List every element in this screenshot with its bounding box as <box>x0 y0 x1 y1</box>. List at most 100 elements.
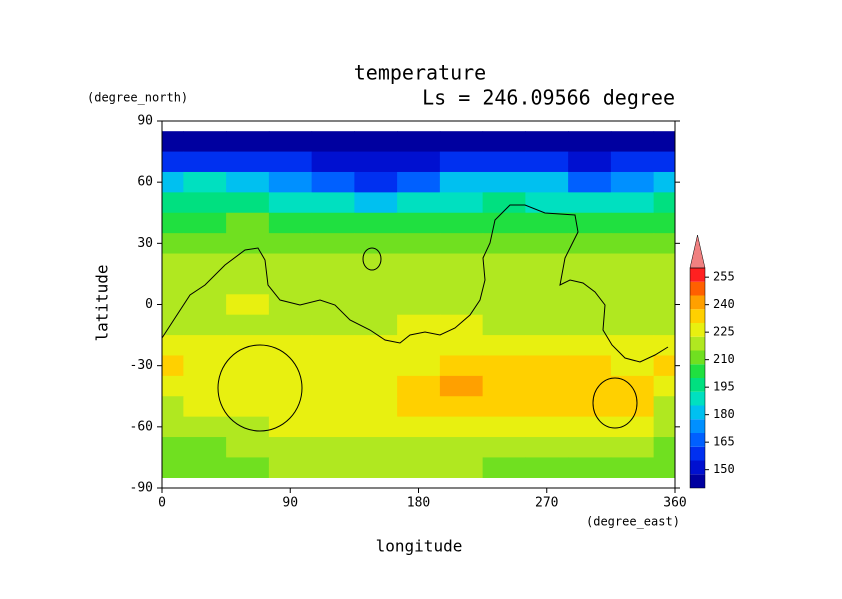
cell <box>439 437 484 458</box>
cell <box>268 375 313 397</box>
cell <box>568 233 612 255</box>
cell <box>525 171 569 193</box>
cell <box>439 151 484 173</box>
cell <box>525 396 569 418</box>
colorbar-tick-label: 180 <box>713 407 735 421</box>
cell <box>439 294 484 316</box>
cell <box>653 233 675 255</box>
cell <box>162 375 184 397</box>
cell <box>525 355 569 377</box>
cell <box>568 314 612 336</box>
cell <box>311 273 355 295</box>
cell <box>397 273 441 295</box>
cell <box>568 131 612 153</box>
cell <box>354 131 398 153</box>
cell <box>183 131 227 153</box>
cell <box>183 253 227 275</box>
cell <box>226 212 270 234</box>
cell <box>610 273 655 295</box>
cell <box>226 253 270 275</box>
cell <box>653 335 675 356</box>
cell <box>226 375 270 397</box>
cell <box>525 314 569 336</box>
cell <box>525 416 569 438</box>
cell <box>183 375 227 397</box>
cell <box>568 375 612 397</box>
y-tick-label: 60 <box>137 175 153 190</box>
cell <box>268 171 313 193</box>
cell <box>653 396 675 418</box>
cell <box>226 355 270 377</box>
cell <box>268 294 313 316</box>
cell <box>226 396 270 418</box>
cell <box>482 273 526 295</box>
cell <box>268 253 313 275</box>
cell <box>183 294 227 316</box>
cell <box>610 253 655 275</box>
cell <box>162 192 184 214</box>
cell <box>653 192 675 214</box>
cell <box>183 233 227 255</box>
cell <box>311 375 355 397</box>
cell <box>268 437 313 458</box>
cell <box>482 192 526 214</box>
cell <box>653 457 675 478</box>
cell <box>268 314 313 336</box>
colorbar-band <box>690 350 705 365</box>
cell <box>525 212 569 234</box>
cell <box>162 335 184 356</box>
cell <box>268 457 313 478</box>
cell <box>354 253 398 275</box>
cell <box>183 212 227 234</box>
cell <box>568 437 612 458</box>
cell <box>226 192 270 214</box>
cell <box>568 457 612 478</box>
cell <box>311 335 355 356</box>
cell <box>482 437 526 458</box>
cell <box>354 171 398 193</box>
cell <box>482 253 526 275</box>
colorbar-band <box>690 433 705 447</box>
cell <box>610 437 655 458</box>
cell <box>311 192 355 214</box>
cell <box>183 335 227 356</box>
cell <box>311 416 355 438</box>
cell <box>397 335 441 356</box>
cell <box>162 273 184 295</box>
cell <box>226 416 270 438</box>
cell <box>482 294 526 316</box>
cell <box>653 171 675 193</box>
cell <box>354 437 398 458</box>
cell <box>568 396 612 418</box>
cell <box>268 335 313 356</box>
y-tick-label: 90 <box>137 114 153 129</box>
cell <box>162 253 184 275</box>
colorbar-band <box>690 474 705 488</box>
cell <box>162 396 184 418</box>
cell <box>183 416 227 438</box>
cell <box>162 457 184 478</box>
cell <box>354 233 398 255</box>
cell <box>568 192 612 214</box>
x-tick-label: 0 <box>158 496 166 511</box>
cell <box>397 437 441 458</box>
cell <box>653 437 675 458</box>
cell <box>653 355 675 377</box>
cell <box>482 375 526 397</box>
colorbar-band <box>690 295 705 310</box>
contour-line <box>217 344 303 432</box>
cell <box>653 212 675 234</box>
cell <box>397 171 441 193</box>
cell <box>268 151 313 173</box>
cell <box>162 151 184 173</box>
x-tick-label: 270 <box>535 496 558 511</box>
y-unit: (degree_north) <box>87 91 188 105</box>
contour-line <box>592 377 638 429</box>
cell <box>439 396 484 418</box>
cell <box>653 273 675 295</box>
cell <box>162 355 184 377</box>
cell <box>268 355 313 377</box>
cell <box>311 131 355 153</box>
cell <box>653 294 675 316</box>
